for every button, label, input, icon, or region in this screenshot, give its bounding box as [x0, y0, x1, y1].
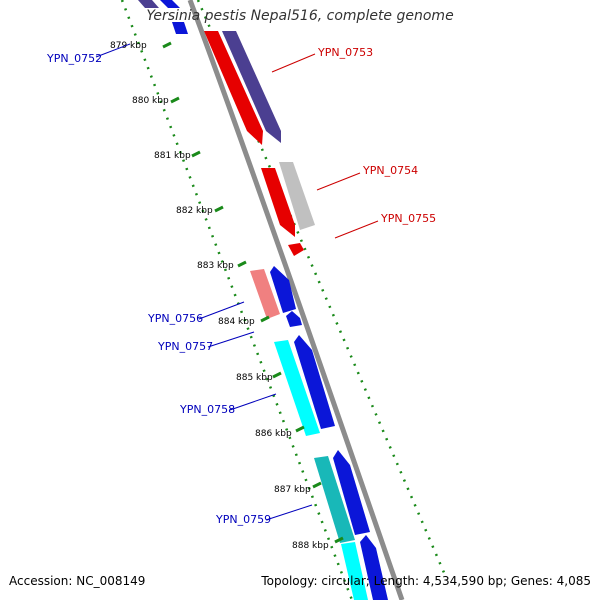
tick-mark — [237, 260, 247, 268]
gene-feature[interactable] — [138, 0, 159, 8]
leader-line — [198, 301, 245, 320]
tick-label: 885 kbp — [236, 373, 273, 383]
tick-label: 884 kbp — [218, 317, 255, 327]
tick-mark — [191, 150, 201, 158]
leader-line — [207, 331, 255, 348]
gene-label-ypn-0754[interactable]: YPN_0754 — [362, 164, 418, 177]
gene-feature[interactable] — [279, 162, 315, 230]
leader-line — [271, 53, 316, 73]
gene-feature-ypn-0758[interactable] — [274, 340, 320, 436]
gene-feature[interactable] — [360, 535, 388, 600]
tick-mark — [272, 371, 282, 379]
leader-line — [316, 172, 361, 191]
gene-feature[interactable] — [222, 31, 281, 143]
tick-label: 888 kbp — [292, 541, 329, 551]
tick-mark — [162, 41, 172, 49]
genome-summary-text: Topology: circular; Length: 4,534,590 bp… — [261, 574, 591, 588]
tick-mark — [312, 481, 322, 489]
tick-mark — [260, 315, 270, 323]
ticks: 879 kbp 880 kbp 881 kbp 882 kbp 883 kbp … — [110, 41, 344, 551]
gene-labels: YPN_0752 YPN_0753 YPN_0754 YPN_0755 YPN_… — [46, 43, 436, 526]
leader-line — [334, 220, 379, 239]
tick-mark — [214, 205, 224, 213]
tick-label: 880 kbp — [132, 96, 169, 106]
tick-label: 887 kbp — [274, 485, 311, 495]
gene-feature-ypn-0759[interactable] — [314, 456, 355, 543]
gene-feature[interactable] — [172, 22, 188, 34]
gene-label-ypn-0759[interactable]: YPN_0759 — [215, 513, 271, 526]
gene-feature-ypn-0754[interactable] — [261, 168, 295, 237]
gene-label-ypn-0757[interactable]: YPN_0757 — [157, 340, 213, 353]
tick-label: 882 kbp — [176, 206, 213, 216]
gene-label-ypn-0758[interactable]: YPN_0758 — [179, 403, 235, 416]
tick-label: 886 kbp — [255, 429, 292, 439]
tick-label: 881 kbp — [154, 151, 191, 161]
gene-label-ypn-0753[interactable]: YPN_0753 — [317, 46, 373, 59]
genome-backbone — [187, 0, 405, 600]
accession-text: Accession: NC_008149 — [9, 574, 146, 588]
gene-feature[interactable] — [160, 0, 180, 8]
gene-features — [138, 0, 388, 600]
tick-mark — [334, 536, 344, 544]
gene-feature-ypn-0755[interactable] — [288, 243, 304, 256]
tick-label: 879 kbp — [110, 41, 147, 51]
gene-feature[interactable] — [294, 335, 335, 429]
gene-feature[interactable] — [341, 542, 368, 600]
gene-feature[interactable] — [270, 266, 296, 313]
gene-feature-ypn-0753[interactable] — [204, 31, 263, 145]
tick-label: 883 kbp — [197, 261, 234, 271]
gene-feature[interactable] — [333, 450, 370, 535]
tick-mark — [295, 425, 305, 433]
gene-label-ypn-0756[interactable]: YPN_0756 — [147, 312, 203, 325]
leader-line — [229, 393, 277, 411]
gene-label-ypn-0752[interactable]: YPN_0752 — [46, 52, 102, 65]
gene-feature-ypn-0756[interactable] — [250, 269, 280, 319]
gene-label-ypn-0755[interactable]: YPN_0755 — [380, 212, 436, 225]
leader-line — [265, 504, 313, 521]
genome-title: Yersinia pestis Nepal516, complete genom… — [146, 8, 454, 24]
tick-mark — [170, 96, 180, 104]
leader-line — [95, 43, 131, 58]
gene-feature-ypn-0757[interactable] — [286, 311, 302, 327]
